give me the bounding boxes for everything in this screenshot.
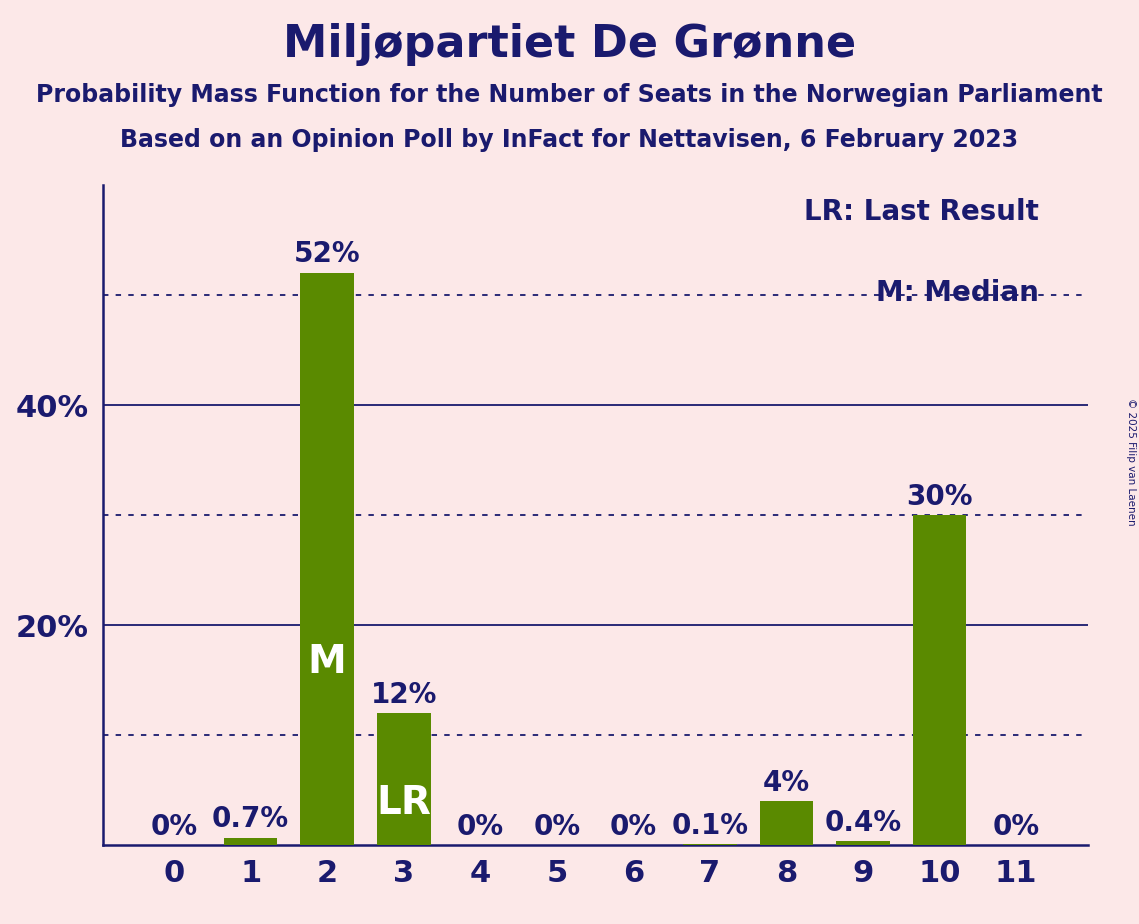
- Text: 12%: 12%: [370, 681, 437, 709]
- Text: 0.1%: 0.1%: [672, 812, 748, 840]
- Text: 0%: 0%: [150, 813, 198, 841]
- Text: Based on an Opinion Poll by InFact for Nettavisen, 6 February 2023: Based on an Opinion Poll by InFact for N…: [121, 128, 1018, 152]
- Bar: [377, 713, 431, 845]
- Text: 52%: 52%: [294, 240, 361, 269]
- Text: 0%: 0%: [609, 813, 657, 841]
- Text: Probability Mass Function for the Number of Seats in the Norwegian Parliament: Probability Mass Function for the Number…: [36, 83, 1103, 107]
- Bar: [301, 273, 354, 845]
- Text: 0.7%: 0.7%: [212, 806, 289, 833]
- Text: LR: LR: [376, 784, 432, 822]
- Bar: [760, 801, 813, 845]
- Text: LR: Last Result: LR: Last Result: [804, 199, 1039, 226]
- Text: 30%: 30%: [907, 482, 973, 511]
- Text: 0%: 0%: [457, 813, 503, 841]
- Text: 0%: 0%: [992, 813, 1040, 841]
- Bar: [224, 838, 278, 845]
- Text: © 2025 Filip van Laenen: © 2025 Filip van Laenen: [1126, 398, 1136, 526]
- Bar: [836, 841, 890, 845]
- Text: 0%: 0%: [533, 813, 581, 841]
- Text: 0.4%: 0.4%: [825, 808, 902, 836]
- Bar: [912, 516, 966, 845]
- Text: M: Median: M: Median: [876, 279, 1039, 307]
- Text: Miljøpartiet De Grønne: Miljøpartiet De Grønne: [282, 23, 857, 67]
- Text: 4%: 4%: [763, 769, 810, 797]
- Text: M: M: [308, 643, 346, 681]
